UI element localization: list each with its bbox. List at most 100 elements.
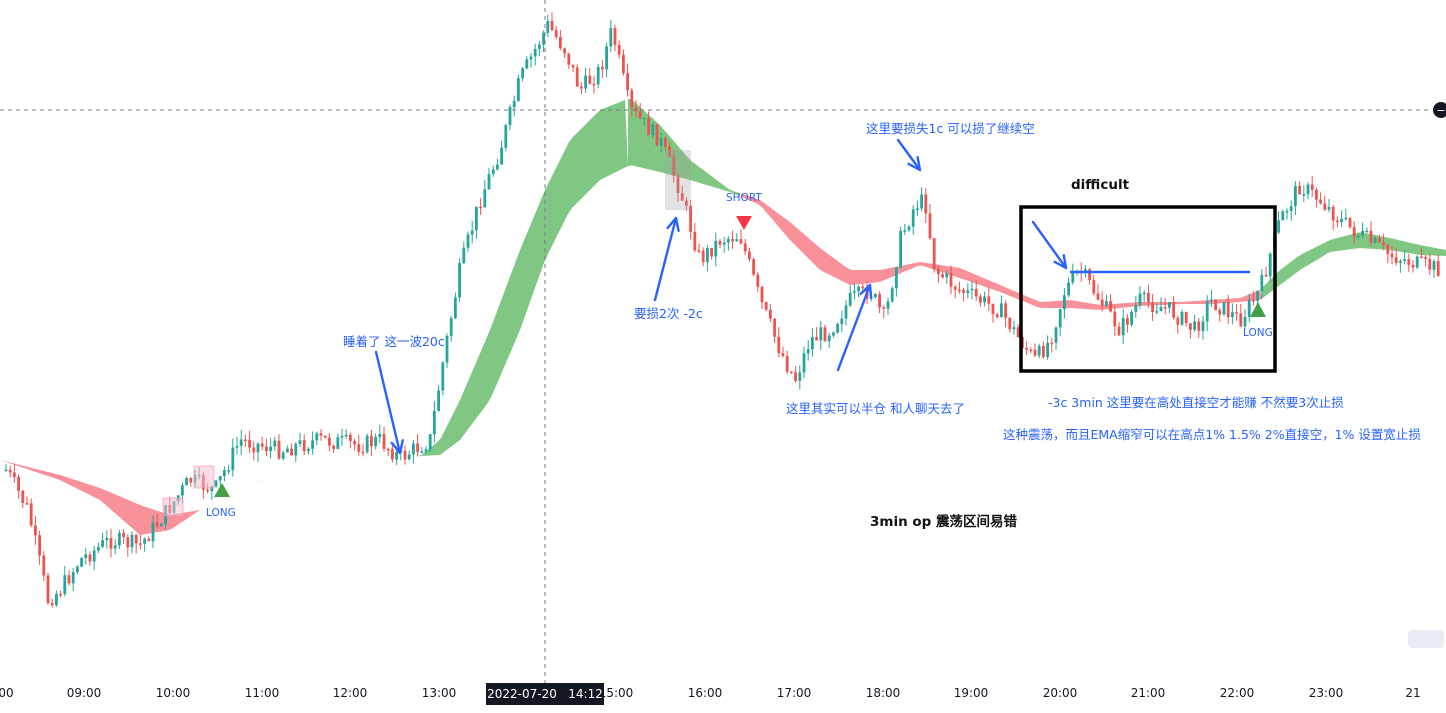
- candle-body: [244, 439, 247, 442]
- x-tick-label: 10:00: [155, 686, 191, 700]
- candle-body: [1256, 291, 1259, 301]
- candle-body: [50, 603, 54, 606]
- candle-body: [823, 327, 827, 342]
- candle-body: [29, 503, 33, 526]
- candle-body: [252, 447, 256, 453]
- candle-body: [668, 146, 671, 157]
- candle-body: [210, 486, 214, 491]
- candle-body: [189, 477, 193, 483]
- candle-body: [1264, 274, 1268, 277]
- candle-body: [1394, 257, 1398, 263]
- candle-body: [626, 73, 629, 91]
- candle-body: [634, 107, 638, 112]
- candle-body: [1084, 269, 1087, 273]
- candle-body: [689, 205, 692, 232]
- candle-body: [559, 36, 562, 49]
- candle-body: [1168, 302, 1171, 308]
- candle-body: [727, 239, 730, 243]
- candle-body: [1226, 302, 1230, 317]
- candle-body: [181, 485, 184, 496]
- candle-body: [571, 64, 575, 68]
- candle-body: [802, 353, 806, 373]
- candle-body: [554, 30, 558, 37]
- candle-body: [991, 303, 995, 315]
- candle-body: [781, 353, 785, 357]
- candle-body: [1197, 321, 1201, 332]
- ema-ribbon-segment: [740, 193, 1262, 310]
- candle-body: [109, 537, 113, 549]
- candle-body: [1327, 206, 1331, 210]
- candle-body: [416, 443, 419, 453]
- candle-body: [659, 138, 663, 146]
- candle-body: [1151, 302, 1154, 313]
- candle-body: [529, 56, 533, 60]
- candle-body: [1268, 253, 1272, 277]
- candle-body: [1365, 230, 1369, 233]
- candle-body: [937, 268, 940, 275]
- difficult-range-box: [1019, 205, 1277, 373]
- candle-body: [374, 437, 377, 447]
- candle-body: [920, 194, 923, 209]
- candles: [4, 12, 1440, 608]
- candle-body: [147, 538, 151, 542]
- candle-body: [1231, 312, 1234, 317]
- candle-body: [899, 230, 902, 268]
- candle-body: [504, 125, 508, 148]
- candle-body: [1067, 282, 1070, 296]
- candle-body: [1357, 235, 1360, 237]
- candle-body: [445, 335, 449, 363]
- candle-body: [701, 250, 705, 263]
- candle-body: [214, 480, 218, 487]
- candle-body: [357, 444, 361, 452]
- x-tick-label: 15:00: [598, 686, 634, 700]
- candle-body: [752, 259, 755, 275]
- candle-body: [916, 208, 919, 211]
- candle-body: [647, 117, 650, 136]
- candle-body: [437, 390, 440, 411]
- candle-body: [966, 290, 970, 293]
- candle-body: [55, 593, 58, 606]
- candle-body: [1042, 345, 1045, 358]
- candle-body: [685, 200, 688, 206]
- candle-body: [286, 448, 289, 453]
- ema-ribbon-segment: [225, 100, 628, 500]
- ema-ribbon-segment: [0, 460, 225, 535]
- long-marker-icon: [1250, 302, 1266, 317]
- candle-body: [605, 46, 608, 70]
- candle-body: [1336, 220, 1339, 223]
- candle-body: [1126, 318, 1129, 325]
- candle-body: [840, 318, 844, 324]
- candle-body: [365, 435, 369, 453]
- candle-body: [1407, 259, 1411, 265]
- x-tick-label: 21: [1405, 686, 1421, 700]
- candle-body: [769, 309, 772, 319]
- candle-body: [756, 274, 760, 287]
- candle-body: [256, 443, 260, 453]
- candle-body: [67, 575, 71, 584]
- candle-body: [575, 67, 579, 87]
- candle-body: [676, 175, 680, 194]
- candle-body: [336, 437, 340, 449]
- candle-body: [882, 307, 886, 309]
- candle-body: [617, 44, 621, 55]
- candle-body: [290, 448, 293, 456]
- signal-label-long-1: LONG: [206, 507, 236, 519]
- candle-body: [1025, 348, 1028, 350]
- candle-body: [932, 238, 936, 269]
- candle-body: [349, 434, 352, 442]
- candle-body: [281, 452, 285, 459]
- annotation-3min-op: 3min op 震荡区间易错: [870, 514, 1018, 530]
- candle-body: [1054, 327, 1058, 343]
- candle-body: [815, 336, 818, 341]
- candle-body: [160, 524, 163, 527]
- highlight-box: [665, 150, 691, 210]
- candle-body: [731, 239, 734, 242]
- candle-body: [1142, 292, 1146, 295]
- x-tick-label: 19:00: [953, 686, 989, 700]
- candle-body: [319, 433, 323, 436]
- price-axis-menu-icon[interactable]: −: [1433, 102, 1446, 118]
- x-tick-label: 12:00: [332, 686, 368, 700]
- candle-body: [739, 239, 743, 244]
